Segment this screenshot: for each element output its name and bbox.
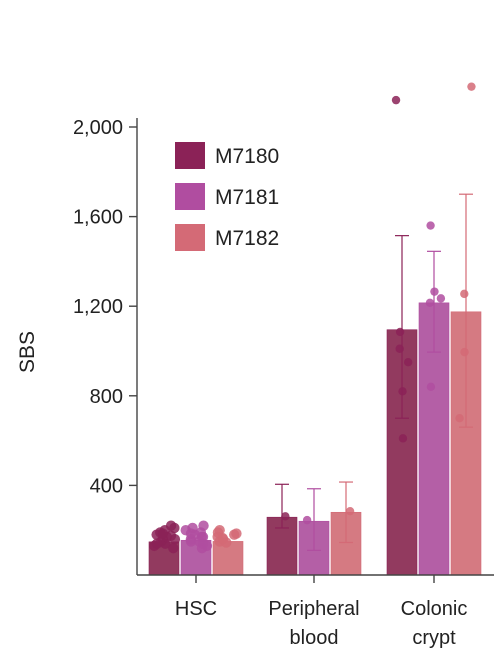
data-point [345,506,355,516]
data-point [403,358,413,367]
data-point [231,528,242,539]
data-point [214,525,225,536]
data-point [198,520,209,531]
data-point [467,82,476,91]
data-point [395,344,404,353]
x-tick-label: crypt [412,627,456,649]
data-point [426,382,436,392]
data-point [165,520,177,531]
legend-label: M7180 [215,145,279,168]
legend-label: M7182 [215,227,279,250]
x-tick-label: blood [290,627,339,649]
data-point [281,512,290,521]
data-point [426,221,435,230]
data-point [157,528,168,539]
axes-layer: 400 800 1,200 1,600 2,000 HSC Peripheral blood C… [73,117,494,649]
y-axis-title: SBS [16,331,39,373]
data-point [151,538,163,549]
data-point [455,414,464,423]
data-point [460,347,469,357]
y-tick-label: 1,200 [73,296,123,318]
data-point [165,530,177,541]
legend-swatch [175,142,205,169]
legend: M7180 M7181 M7182 [175,142,279,251]
data-point [217,532,228,544]
data-point [391,95,401,105]
errorbars-layer [275,193,473,551]
x-tick-label: Peripheral [268,598,359,620]
data-point [425,298,435,308]
y-tick-label: 1,600 [73,207,123,229]
y-tick-label: 800 [90,386,123,408]
legend-label: M7181 [215,186,279,209]
data-point [395,327,405,337]
legend-swatch [175,224,205,251]
data-point [436,294,446,303]
y-tick-label: 400 [90,475,123,497]
data-point [185,528,197,539]
data-point [398,434,408,443]
data-point [302,515,312,525]
points-layer [149,82,476,554]
legend-swatch [175,183,205,210]
data-point [197,531,209,543]
x-tick-label: HSC [175,598,217,620]
data-point [460,289,469,299]
x-tick-label: Colonic [401,598,468,620]
y-tick-label: 2,000 [73,117,123,139]
data-point [168,542,179,554]
